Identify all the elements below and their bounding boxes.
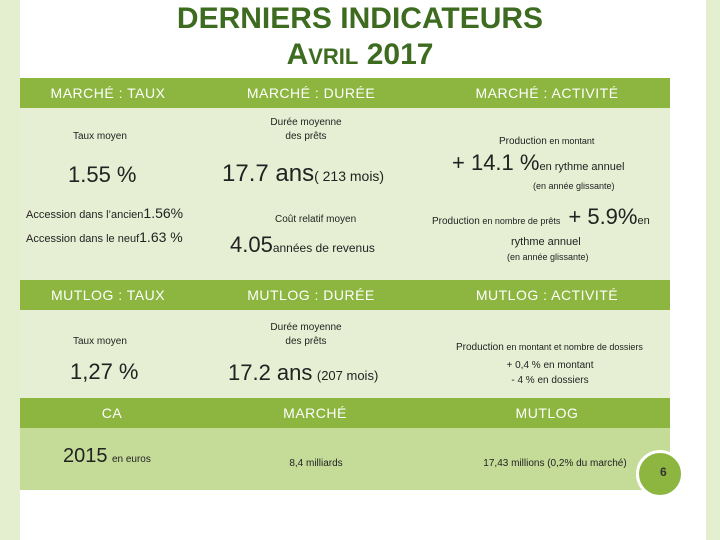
accession-neuf: Accession dans le neuf1.63 % — [26, 229, 183, 247]
activite-montant-value: + 14.1 % — [452, 150, 540, 175]
body-band-marche — [20, 108, 670, 280]
accession-ancien-value: 1.56% — [143, 205, 184, 221]
mutlog-duree: 17.2 ans (207 mois) — [228, 360, 378, 386]
right-decorative-bar — [706, 0, 720, 540]
body-band-ca — [20, 428, 670, 490]
cout-relatif-label: Coût relatif moyen — [275, 214, 357, 225]
header-mutlog-activite: MUTLOG : ACTIVITÉ — [475, 287, 619, 303]
slide-subtitle: AVRIL 2017 — [150, 38, 570, 74]
marche-taux-label: Taux moyen — [73, 131, 127, 142]
cout-relatif: 4.05années de revenus — [230, 232, 375, 258]
activite-montant-suffix: en rythme annuel — [539, 161, 625, 173]
mutlog-duree-value: 17.2 ans — [228, 360, 313, 385]
marche-duree-value: 17.7 ans — [222, 160, 315, 187]
ca-year-unit: en euros — [111, 454, 151, 465]
cout-relatif-unit: années de revenus — [272, 241, 375, 255]
activite-montant-label: Production en montant — [499, 131, 594, 149]
ca-marche-value: 8,4 milliards — [289, 458, 343, 469]
subtitle-month: VRIL — [308, 44, 359, 69]
production-prets-note: (en année glissante) — [507, 252, 589, 262]
marche-taux-value: 1.55 % — [68, 162, 137, 187]
accession-ancien: Accession dans l’ancien1.56% — [26, 205, 183, 223]
mutlog-duree-months: (207 mois) — [316, 368, 379, 383]
subtitle-initial: A — [286, 38, 309, 71]
production-prets-suffix: en — [637, 215, 650, 227]
mutlog-activite-label-a: Production — [456, 342, 504, 353]
ca-year: 2015 en euros — [63, 445, 151, 468]
mutlog-activite-line1: + 0,4 % en montant — [506, 360, 594, 371]
production-prets-suffix-2: rythme annuel — [511, 236, 581, 248]
slide-title: DERNIERS INDICATEURS — [176, 2, 544, 35]
mutlog-activite-label: Production en montant et nombre de dossi… — [456, 337, 643, 355]
header-band-ca — [20, 398, 670, 428]
mutlog-activite-line2: - 4 % en dossiers — [511, 375, 589, 386]
header-marche: MARCHÉ — [283, 405, 347, 421]
marche-duree-label-2: des prêts — [285, 131, 327, 142]
mutlog-activite-label-b: en montant et nombre de dossiers — [503, 342, 643, 352]
header-marche-taux: MARCHÉ : TAUX — [50, 85, 166, 101]
marche-duree: 17.7 ans( 213 mois) — [222, 160, 384, 188]
header-ca: CA — [101, 405, 123, 421]
cout-relatif-value: 4.05 — [230, 232, 273, 257]
mutlog-duree-label-1: Durée moyenne — [270, 322, 342, 333]
mutlog-taux-value: 1,27 % — [70, 359, 139, 384]
activite-montant-label-b: en montant — [546, 136, 595, 146]
header-band-mutlog — [20, 280, 670, 310]
production-prets: Production en nombre de prêts + 5.9%en — [432, 204, 650, 230]
page-number-badge — [636, 450, 684, 498]
activite-montant-note: (en année glissante) — [533, 181, 615, 191]
activite-montant: + 14.1 %en rythme annuel — [452, 150, 624, 176]
header-marche-duree: MARCHÉ : DURÉE — [246, 85, 376, 101]
mutlog-taux-label: Taux moyen — [73, 336, 127, 347]
header-mutlog: MUTLOG — [515, 405, 579, 421]
mutlog-duree-label-2: des prêts — [285, 336, 327, 347]
header-mutlog-taux: MUTLOG : TAUX — [50, 287, 166, 303]
marche-duree-label-1: Durée moyenne — [270, 117, 342, 128]
body-band-mutlog — [20, 310, 670, 398]
marche-duree-months: ( 213 mois) — [314, 168, 385, 184]
accession-neuf-label: Accession dans le neuf — [26, 233, 140, 245]
header-band-marche — [20, 78, 670, 108]
accession-neuf-value: 1.63 % — [139, 229, 183, 245]
ca-mutlog-value: 17,43 millions (0,2% du marché) — [483, 458, 627, 469]
header-mutlog-duree: MUTLOG : DURÉE — [247, 287, 375, 303]
accession-ancien-label: Accession dans l’ancien — [26, 209, 144, 221]
page-number: 6 — [660, 465, 667, 479]
production-prets-label-b: en nombre de prêts — [479, 216, 561, 226]
activite-montant-label-a: Production — [499, 136, 547, 147]
production-prets-label-a: Production — [432, 216, 480, 227]
header-marche-activite: MARCHÉ : ACTIVITÉ — [475, 85, 619, 101]
subtitle-year: 2017 — [358, 38, 434, 71]
production-prets-value: + 5.9% — [568, 204, 638, 229]
ca-year-value: 2015 — [63, 445, 108, 467]
left-decorative-bar — [0, 0, 20, 540]
